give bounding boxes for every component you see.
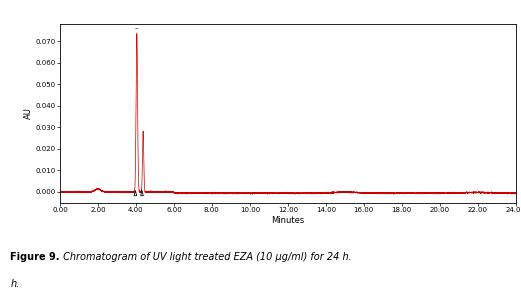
Text: –: –: [135, 25, 139, 31]
Text: Chromatogram of UV light treated EZA (10 μg/ml) for 24 h.: Chromatogram of UV light treated EZA (10…: [60, 252, 352, 262]
Y-axis label: AU: AU: [24, 107, 33, 119]
X-axis label: Minutes: Minutes: [271, 215, 304, 225]
Text: Figure 9.: Figure 9.: [10, 252, 60, 262]
Text: h.: h.: [10, 279, 20, 289]
